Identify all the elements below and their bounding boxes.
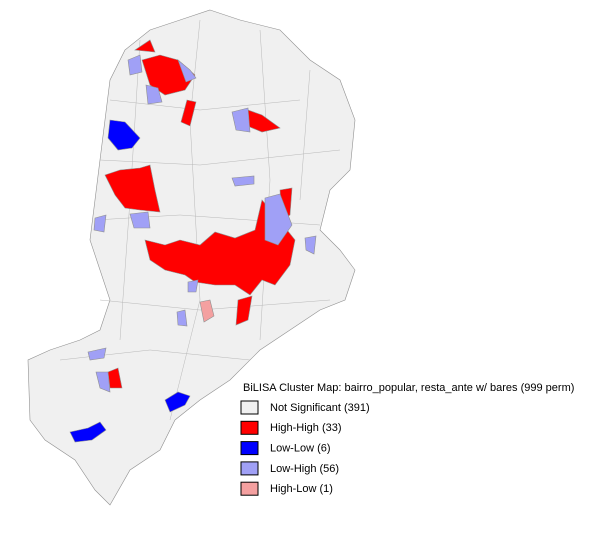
legend-label: Low-Low (6) xyxy=(270,443,331,455)
low-low-region xyxy=(107,119,141,151)
high-high-region xyxy=(134,39,156,53)
low-high-region xyxy=(145,84,163,105)
high-low-region xyxy=(199,299,215,323)
legend: Not Significant (391) High-High (33) Low-L… xyxy=(240,400,370,496)
legend-swatch xyxy=(240,400,259,415)
high-high-region xyxy=(180,99,197,127)
low-low-region xyxy=(69,421,107,443)
low-high-region xyxy=(129,211,151,229)
legend-label: Low-High (56) xyxy=(270,463,339,475)
low-high-region xyxy=(127,54,143,76)
legend-title: BiLISA Cluster Map: bairro_popular, rest… xyxy=(243,382,574,394)
low-high-region xyxy=(231,175,255,187)
legend-label: Not Significant (391) xyxy=(270,402,370,414)
legend-swatch xyxy=(240,481,259,496)
high-high-region xyxy=(104,164,161,213)
legend-swatch xyxy=(240,441,259,456)
low-high-region xyxy=(304,235,317,255)
legend-swatch xyxy=(240,420,259,435)
low-high-region xyxy=(177,59,197,83)
map xyxy=(27,9,356,506)
low-high-region xyxy=(231,107,251,133)
low-high-region xyxy=(187,279,199,293)
legend-swatch xyxy=(240,461,259,476)
high-high-region xyxy=(144,199,296,296)
high-high-region xyxy=(235,295,253,326)
low-high-region xyxy=(87,347,107,361)
low-high-region xyxy=(95,371,111,393)
legend-label: High-Low (1) xyxy=(270,483,333,495)
legend-label: High-High (33) xyxy=(270,422,342,434)
low-low-region xyxy=(164,391,191,413)
low-high-region xyxy=(93,214,107,233)
low-high-region xyxy=(264,193,293,246)
low-high-region xyxy=(176,309,188,327)
